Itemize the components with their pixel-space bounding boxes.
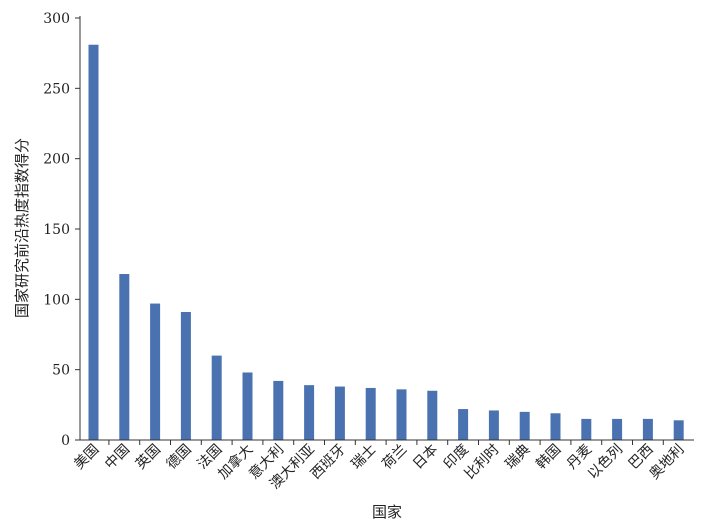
bar	[550, 413, 561, 440]
x-tick-label: 瑞典	[502, 442, 533, 473]
bar	[88, 44, 99, 441]
bar	[488, 410, 499, 440]
x-axis-title: 国家	[372, 503, 402, 521]
y-tick-label: 300	[43, 11, 70, 27]
y-tick-label: 50	[52, 363, 70, 379]
bar	[150, 303, 161, 440]
bar	[242, 372, 253, 440]
x-tick-label: 韩国	[533, 442, 564, 473]
bar	[427, 390, 438, 440]
x-tick-label: 中国	[102, 442, 133, 473]
y-axis: 0 50 100 150 200 250 300	[43, 11, 81, 449]
y-tick-label: 0	[61, 433, 70, 449]
x-tick-label: 奥地利	[646, 441, 688, 483]
bar	[612, 418, 623, 440]
x-tick-label: 日本	[410, 442, 441, 473]
x-tick-label: 西班牙	[308, 442, 349, 483]
bar	[458, 409, 469, 440]
y-axis-title: 国家研究前沿热度指数得分	[13, 138, 31, 318]
bar	[642, 418, 653, 440]
bar	[211, 355, 222, 440]
y-tick-label: 200	[43, 152, 70, 168]
bar	[519, 411, 530, 440]
bar	[365, 387, 376, 440]
x-tick-label: 以色列	[584, 441, 626, 483]
x-tick-label: 荷兰	[379, 442, 410, 473]
x-tick-label: 英国	[132, 441, 164, 473]
y-tick-label: 250	[43, 81, 70, 97]
bar	[396, 389, 407, 440]
x-tick-label: 瑞士	[348, 442, 379, 473]
bar	[334, 386, 345, 440]
y-tick-label: 150	[43, 222, 70, 238]
bar	[304, 385, 315, 440]
bar	[180, 311, 191, 440]
x-tick-label: 比利时	[462, 442, 503, 483]
y-tick-label: 100	[43, 292, 70, 308]
bar	[119, 274, 130, 440]
bar	[581, 418, 592, 440]
bar	[273, 380, 284, 440]
bars-group	[88, 44, 684, 441]
x-tick-label: 美国	[71, 442, 102, 473]
x-tick-label: 德国	[164, 442, 195, 473]
bar	[673, 420, 684, 440]
